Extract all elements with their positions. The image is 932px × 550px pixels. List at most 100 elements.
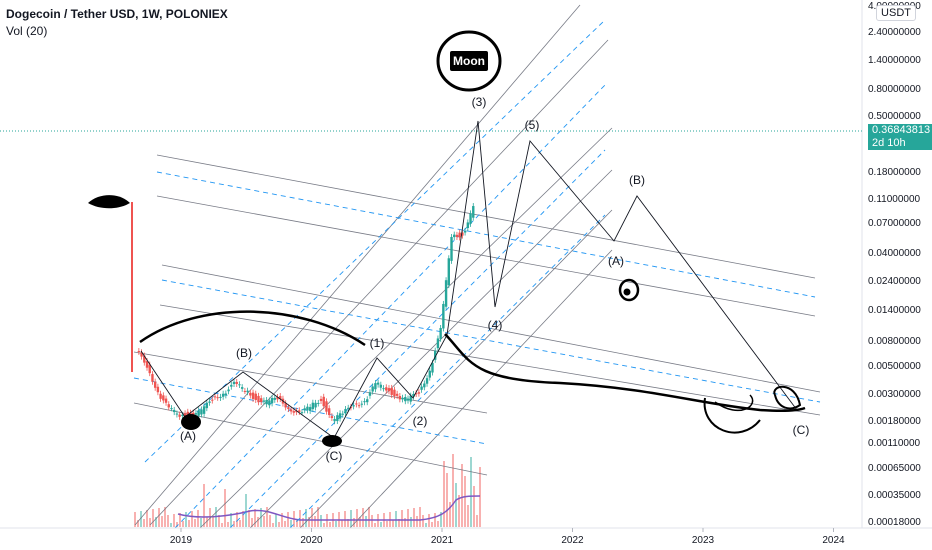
candle-body <box>371 386 374 392</box>
candle-body <box>292 411 296 413</box>
candle-body <box>406 398 410 401</box>
candle-body <box>463 230 467 233</box>
candle-body <box>262 400 266 402</box>
candle-body <box>347 407 350 409</box>
wave-label: (5) <box>525 118 540 132</box>
volume-bar <box>266 507 268 527</box>
volume-bar <box>341 520 343 527</box>
y-tick-label: 0.00500000 <box>868 361 921 372</box>
currency-button[interactable]: USDT <box>876 5 916 21</box>
candle-body <box>298 410 301 413</box>
candle-body <box>167 404 170 408</box>
trend-channel-line <box>199 127 613 529</box>
trend-channel-line <box>249 169 613 529</box>
candle-body <box>368 392 372 396</box>
volume-bar <box>212 516 214 527</box>
wave-label: (3) <box>472 95 487 109</box>
candle-body <box>254 393 257 400</box>
volume-bar <box>227 522 229 527</box>
volume-bar <box>161 516 163 527</box>
volume-bar <box>422 515 424 527</box>
candle-body <box>246 390 249 393</box>
candle-body <box>219 396 222 399</box>
volume-bar <box>359 517 361 527</box>
candle-body <box>156 386 160 393</box>
dashed-median-line <box>144 19 606 463</box>
y-tick-label: 0.00110000 <box>868 438 921 449</box>
candle-body <box>374 383 377 390</box>
volume-bar <box>218 515 220 527</box>
candle-body <box>202 406 206 414</box>
wave-label: (B) <box>629 173 645 187</box>
volume-bar <box>263 516 265 527</box>
volume-bar <box>431 522 433 527</box>
volume-bar <box>407 509 409 527</box>
candle-body <box>145 361 149 368</box>
candle-body <box>428 370 431 378</box>
candle-body <box>387 388 391 392</box>
volume-bar <box>230 513 232 527</box>
volume-bar <box>437 521 439 527</box>
candle-body <box>401 397 404 400</box>
candle-body <box>140 352 143 357</box>
volume-bar <box>434 513 436 527</box>
volume-bar <box>449 502 451 527</box>
volume-bar <box>398 519 400 527</box>
dashed-median-line <box>161 279 821 403</box>
volume-bar <box>323 523 325 527</box>
x-tick-label: 2024 <box>822 535 845 546</box>
volume-bar <box>290 520 292 527</box>
candle-body <box>444 280 448 307</box>
volume-bar <box>197 510 199 527</box>
volume-bar <box>173 514 175 527</box>
candle-body <box>186 411 189 417</box>
volume-bar <box>446 473 448 527</box>
candle-body <box>295 410 298 413</box>
volume-bar <box>179 513 181 527</box>
candle-body <box>224 393 228 396</box>
candle-body <box>211 399 214 401</box>
volume-bar <box>467 505 469 527</box>
volume-bars <box>134 454 481 527</box>
volume-bar <box>224 489 226 527</box>
wave-label: (1) <box>370 336 385 350</box>
candle-body <box>385 387 388 391</box>
trend-channel-line <box>159 304 821 416</box>
candle-body <box>306 406 309 411</box>
volume-bar <box>305 509 307 527</box>
candle-body <box>153 381 157 388</box>
candle-body <box>398 395 402 400</box>
volume-bar <box>401 510 403 527</box>
volume-bar <box>380 522 382 527</box>
candle-body <box>137 351 141 353</box>
candle-body <box>412 393 415 397</box>
candle-body <box>319 398 323 401</box>
candle-body <box>453 234 456 238</box>
last-price-value: 0.36843813 <box>872 124 931 136</box>
dashed-median-line <box>289 214 606 529</box>
volume-bar <box>335 521 337 527</box>
candle-body <box>159 393 162 399</box>
volume-bar <box>242 511 244 527</box>
volume-bar <box>314 516 316 527</box>
volume-bar <box>137 520 139 527</box>
y-tick-label: 0.00300000 <box>868 389 921 400</box>
candle-body <box>325 401 328 412</box>
candle-body <box>379 384 383 388</box>
candle-body <box>314 402 317 408</box>
volume-indicator-label[interactable]: Vol (20) <box>6 24 48 38</box>
volume-bar <box>440 512 442 527</box>
volume-bar <box>344 511 346 527</box>
candle-body <box>431 362 434 373</box>
volume-bar <box>320 515 322 527</box>
candle-body <box>333 418 336 422</box>
dashed-median-line <box>174 84 606 529</box>
candle-body <box>183 413 187 417</box>
trend-channel-line <box>299 209 613 529</box>
volume-bar <box>254 509 256 527</box>
eye-pupil <box>623 288 631 296</box>
candle-body <box>200 409 203 415</box>
